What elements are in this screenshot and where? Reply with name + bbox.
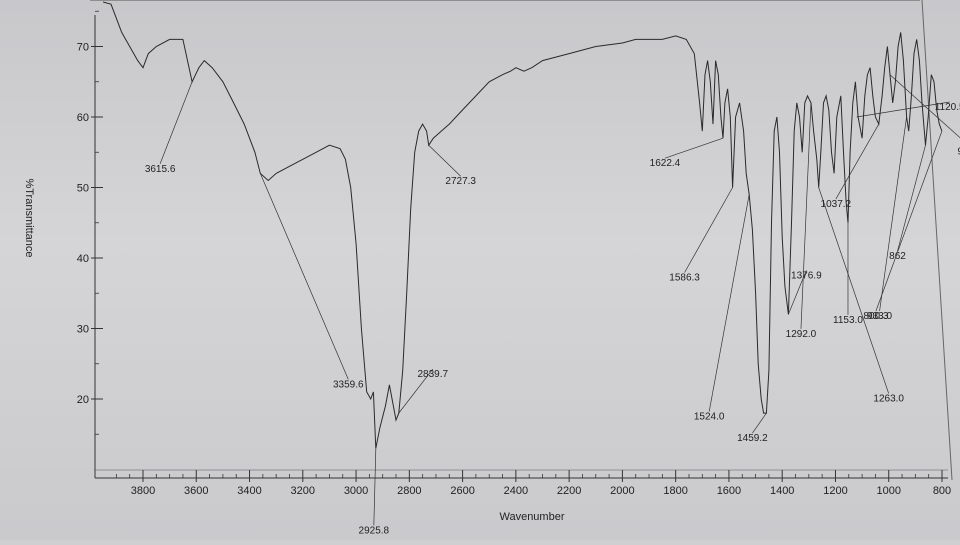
x-tick-label: 3200 xyxy=(291,485,315,497)
x-tick-label: 1200 xyxy=(823,485,847,497)
peak-leader-line xyxy=(856,101,950,118)
x-tick-label: 3600 xyxy=(184,485,208,497)
peak-label: 1263.0 xyxy=(873,394,904,405)
peak-leader-line xyxy=(879,116,907,312)
peak-leader-line xyxy=(835,123,880,200)
right-border xyxy=(921,0,953,481)
y-axis-title: %Transmittance xyxy=(23,178,35,257)
y-tick-label: 30 xyxy=(77,324,89,336)
axes: 20 30 40 50 60 70 3800 3600 3400 3200 3000 2800 2600… xyxy=(77,10,951,497)
peak-label: 862 xyxy=(889,251,906,262)
peak-label: 1459.2 xyxy=(737,433,768,444)
peak-leader-line xyxy=(159,81,193,164)
peak-label: 1153.0 xyxy=(833,315,863,326)
peak-leader-line xyxy=(818,187,890,394)
y-tick-label: 70 xyxy=(77,42,89,54)
x-axis-title: Wavenumber xyxy=(499,511,564,523)
peak-leader-line xyxy=(373,448,377,526)
x-tick-label: 2800 xyxy=(397,485,421,497)
peak-leader-line xyxy=(889,74,960,139)
peak-label: 995.3 xyxy=(957,147,960,158)
peak-leader-line xyxy=(259,173,349,380)
peak-label: 933.0 xyxy=(867,311,892,322)
peak-label: 3615.6 xyxy=(145,164,176,175)
peak-label: 1292.0 xyxy=(786,329,817,340)
peak-leader-line xyxy=(800,102,812,329)
peak-leader-line xyxy=(398,368,434,414)
y-tick-label: 60 xyxy=(77,112,89,124)
peak-leader-line xyxy=(428,144,461,177)
peak-leader-line xyxy=(875,130,943,312)
series-line-spectrum xyxy=(102,1,943,449)
x-tick-label: 2600 xyxy=(450,485,474,497)
peak-label: 1622.4 xyxy=(650,158,681,169)
peak-leader-line xyxy=(708,194,750,412)
y-tick-label: 50 xyxy=(77,183,89,195)
x-tick-label: 1800 xyxy=(663,485,687,497)
x-tick-label: 3800 xyxy=(131,485,155,497)
peak-label: 1524.0 xyxy=(694,412,725,423)
peak-label: 1120.5 xyxy=(935,102,960,113)
peak-label: 2727.3 xyxy=(445,176,476,187)
peak-label: 2925.8 xyxy=(359,525,390,536)
x-tick-label: 1600 xyxy=(717,485,741,497)
peak-label: 800.3 xyxy=(863,311,888,322)
x-tick-label: 2200 xyxy=(557,485,581,497)
x-tick-label: 1000 xyxy=(876,485,900,497)
x-tick-label: 800 xyxy=(933,485,951,497)
peak-label: 2839.7 xyxy=(417,369,448,380)
x-tick-label: 3000 xyxy=(344,485,368,497)
peak-leader-line xyxy=(684,187,733,273)
peak-label: 1376.9 xyxy=(791,270,822,281)
peak-leader-line xyxy=(897,145,926,252)
y-tick-label: 40 xyxy=(77,253,89,265)
x-tick-label: 1400 xyxy=(770,485,794,497)
peak-label: 1586.3 xyxy=(669,273,700,284)
peak-label: 3359.6 xyxy=(333,379,364,390)
peak-leader-line xyxy=(664,137,724,159)
peak-leader-line xyxy=(752,412,767,434)
y-tick-label: 20 xyxy=(77,394,89,406)
x-tick-label: 2000 xyxy=(610,485,634,497)
peak-label: 1037.2 xyxy=(821,199,852,210)
x-tick-label: 3400 xyxy=(237,485,261,497)
peak-annotations: 3615.6 3359.6 2925.8 2839.7 2727.3 1622.4 1586… xyxy=(145,74,960,536)
x-tick-label: 2400 xyxy=(504,485,528,497)
